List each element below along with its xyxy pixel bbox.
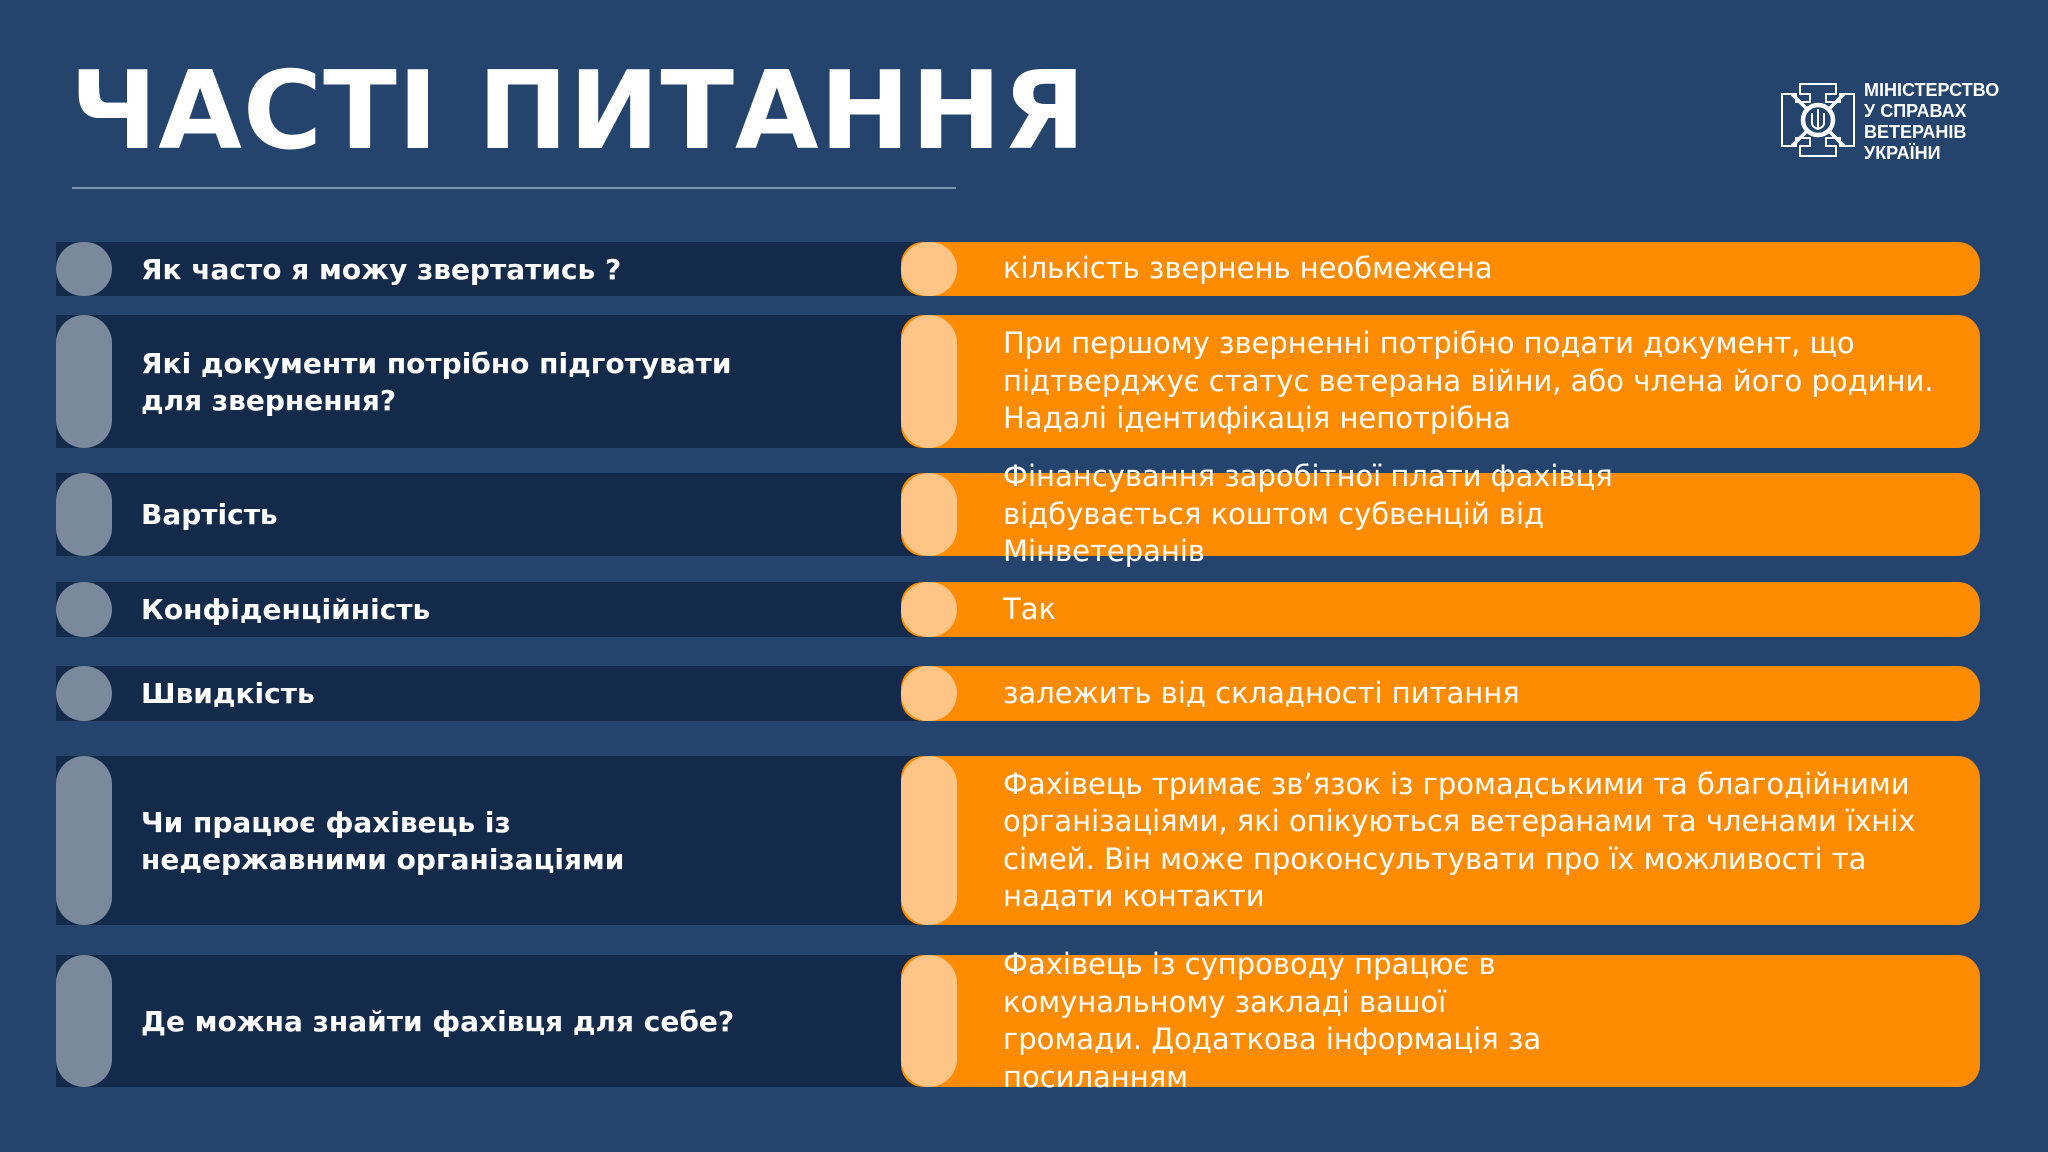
answer-marker <box>901 582 957 637</box>
answer-marker <box>901 242 957 296</box>
logo-line: МІНІСТЕРСТВО <box>1864 80 2000 100</box>
answer-text: Фінансування заробітної плати фахівця ві… <box>1003 459 1613 569</box>
logo-line: У СПРАВАХ <box>1864 101 1967 121</box>
answer-marker <box>901 955 957 1087</box>
answer-text: Так <box>1003 591 1057 626</box>
question-text: Чи працює фахівець із недержавними орган… <box>141 805 625 876</box>
faq-row: Які документи потрібно підготувати для з… <box>56 315 1980 448</box>
question-marker <box>56 315 112 448</box>
question-marker <box>56 242 112 296</box>
question-bar <box>56 666 926 721</box>
question-text: Швидкість <box>141 677 315 710</box>
ministry-emblem-icon <box>1781 83 1855 157</box>
faq-row: Конфіденційність Так <box>56 582 1980 637</box>
faq-row: Швидкість залежить від складності питанн… <box>56 666 1980 721</box>
question-bar <box>56 756 926 925</box>
logo-line: УКРАЇНИ <box>1864 143 1941 163</box>
answer-bar <box>901 756 1980 925</box>
question-bar <box>56 582 926 637</box>
question-marker <box>56 756 112 925</box>
question-bar <box>56 473 926 556</box>
answer-bar <box>901 242 1980 296</box>
question-bar <box>56 955 926 1087</box>
answer-marker <box>901 756 957 925</box>
answer-text: залежить від складності питання <box>1003 675 1520 710</box>
question-text: Як часто я можу звертатись ? <box>141 252 622 286</box>
answer-bar <box>901 582 1980 637</box>
question-marker <box>56 666 112 721</box>
question-text: Де можна знайти фахівця для себе? <box>141 1004 735 1038</box>
question-bar <box>56 242 926 296</box>
answer-bar <box>901 666 1980 721</box>
question-text: Вартість <box>141 498 278 531</box>
answer-marker <box>901 666 957 721</box>
faq-row: Вартість Фінансування заробітної плати ф… <box>56 459 1980 569</box>
answer-marker <box>901 315 957 448</box>
answer-text: При першому зверненні потрібно подати до… <box>1003 326 1934 436</box>
question-marker <box>56 473 112 556</box>
logo-line: ВЕТЕРАНІВ <box>1864 122 1967 142</box>
answer-marker <box>901 473 957 556</box>
answer-text: Фахівець із супроводу працює в комунальн… <box>1003 947 1542 1094</box>
faq-row: Чи працює фахівець із недержавними орган… <box>56 756 1980 925</box>
answer-text: кількість звернень необмежена <box>1003 251 1493 286</box>
faq-row: Як часто я можу звертатись ? кількість з… <box>56 242 1980 296</box>
question-text: Конфіденційність <box>141 593 431 626</box>
question-text: Які документи потрібно підготувати для з… <box>141 346 732 417</box>
answer-text: Фахівець тримає зв’язок із громадськими … <box>1003 766 1916 914</box>
question-marker <box>56 582 112 637</box>
ministry-logo: МІНІСТЕРСТВО У СПРАВАХ ВЕТЕРАНІВ УКРАЇНИ <box>1778 80 2038 163</box>
title-divider <box>72 187 956 189</box>
question-bar <box>56 315 926 448</box>
page-title: ЧАСТІ ПИТАННЯ <box>70 49 1087 174</box>
answer-bar <box>901 473 1980 556</box>
question-marker <box>56 955 112 1087</box>
answer-bar <box>901 955 1980 1087</box>
faq-row: Де можна знайти фахівця для себе? Фахіве… <box>56 947 1980 1094</box>
answer-bar <box>901 315 1980 448</box>
